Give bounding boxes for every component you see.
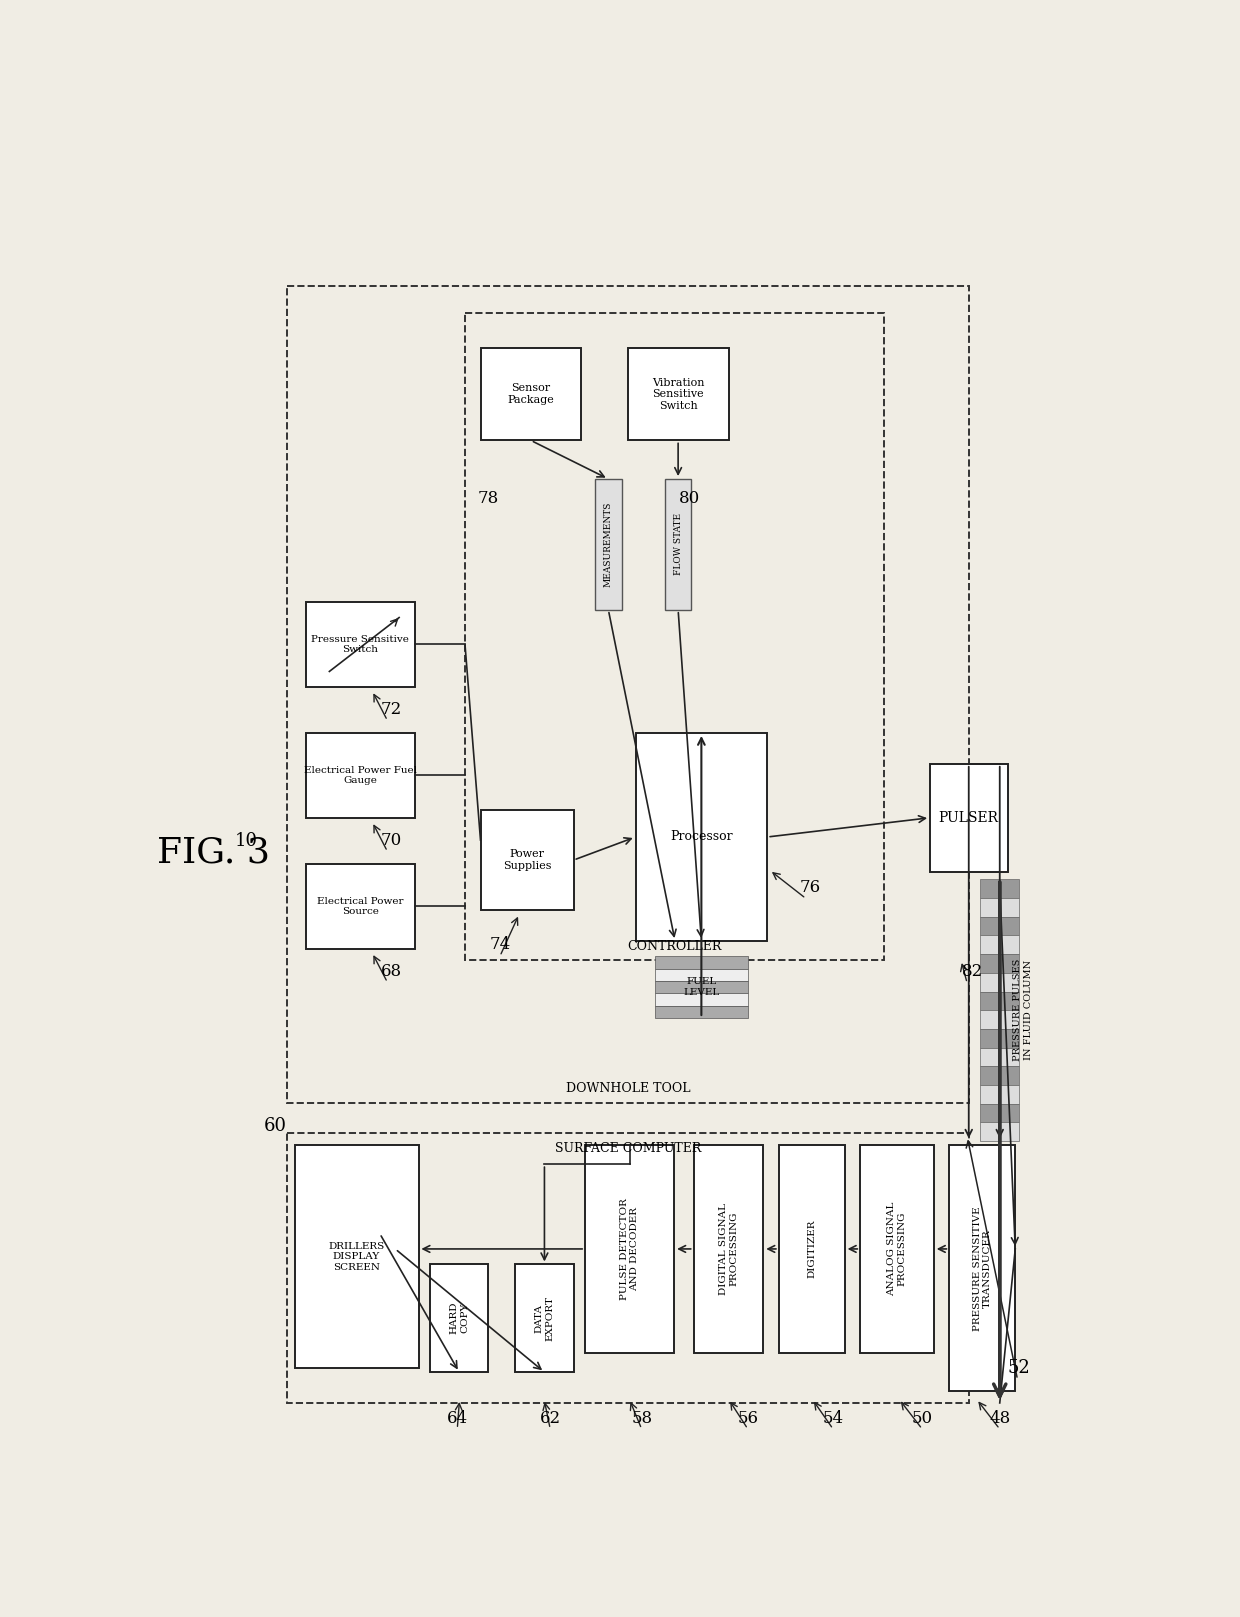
Text: FUEL
LEVEL: FUEL LEVEL	[683, 977, 719, 996]
Bar	[779, 1145, 844, 1353]
Text: HARD
COPY: HARD COPY	[449, 1302, 469, 1334]
Text: 64: 64	[446, 1410, 467, 1426]
Text: DATA
EXPORT: DATA EXPORT	[534, 1295, 554, 1340]
Bar	[430, 1264, 489, 1373]
Bar	[981, 973, 1019, 991]
Bar	[693, 1145, 764, 1353]
Bar	[655, 982, 748, 993]
Text: CONTROLLER: CONTROLLER	[627, 939, 722, 952]
Text: DIGITIZER: DIGITIZER	[807, 1219, 816, 1277]
Bar	[981, 936, 1019, 954]
Text: DIGITAL SIGNAL
PROCESSING: DIGITAL SIGNAL PROCESSING	[719, 1203, 738, 1295]
Text: DOWNHOLE TOOL: DOWNHOLE TOOL	[565, 1082, 689, 1095]
Text: ANALOG SIGNAL
PROCESSING: ANALOG SIGNAL PROCESSING	[888, 1201, 906, 1297]
Text: Vibration
Sensitive
Switch: Vibration Sensitive Switch	[652, 378, 704, 411]
Bar	[655, 993, 748, 1006]
Text: Power
Supplies: Power Supplies	[502, 849, 552, 872]
Text: 50: 50	[911, 1410, 932, 1426]
Text: 78: 78	[477, 490, 498, 506]
Bar	[665, 479, 692, 610]
Text: SURFACE COMPUTER: SURFACE COMPUTER	[554, 1142, 701, 1155]
Text: PULSER: PULSER	[939, 810, 998, 825]
Text: 74: 74	[490, 936, 511, 954]
Text: 72: 72	[381, 702, 402, 718]
Bar	[981, 880, 1019, 897]
Text: 62: 62	[539, 1410, 560, 1426]
Bar	[465, 314, 883, 960]
Text: 76: 76	[800, 878, 821, 896]
Bar	[981, 1122, 1019, 1142]
Bar	[981, 1104, 1019, 1122]
Text: 68: 68	[381, 964, 402, 980]
Text: DRILLERS
DISPLAY
SCREEN: DRILLERS DISPLAY SCREEN	[329, 1242, 384, 1271]
Bar	[306, 863, 414, 949]
Bar	[481, 810, 573, 910]
Text: 48: 48	[990, 1410, 1011, 1426]
Bar	[595, 479, 621, 610]
Bar	[981, 917, 1019, 936]
Text: 10: 10	[234, 831, 258, 851]
Bar	[286, 1134, 968, 1404]
Text: Pressure Sensitive
Switch: Pressure Sensitive Switch	[311, 635, 409, 655]
Bar	[981, 991, 1019, 1011]
Bar	[981, 954, 1019, 973]
Text: 54: 54	[822, 1410, 843, 1426]
Bar	[950, 1145, 1016, 1391]
Bar	[981, 1066, 1019, 1085]
Bar	[981, 1028, 1019, 1048]
Bar	[286, 286, 968, 1103]
Bar	[306, 602, 414, 687]
Bar	[655, 956, 748, 969]
Text: PRESSURE SENSITIVE
TRANSDUCER: PRESSURE SENSITIVE TRANSDUCER	[972, 1206, 992, 1331]
Bar	[981, 1048, 1019, 1066]
Text: 56: 56	[738, 1410, 759, 1426]
Text: FIG. 3: FIG. 3	[156, 836, 269, 870]
Text: MEASUREMENTS: MEASUREMENTS	[604, 501, 613, 587]
Bar	[981, 1011, 1019, 1028]
Text: 82: 82	[962, 964, 983, 980]
Text: PULSE DETECTOR
AND DECODER: PULSE DETECTOR AND DECODER	[620, 1198, 640, 1300]
Bar	[861, 1145, 934, 1353]
Bar	[930, 763, 1007, 872]
Text: Processor: Processor	[670, 831, 733, 844]
Bar	[295, 1145, 419, 1368]
Text: FLOW STATE: FLOW STATE	[673, 513, 683, 576]
Text: 52: 52	[1008, 1360, 1030, 1378]
Bar	[655, 1006, 748, 1019]
Text: 58: 58	[631, 1410, 652, 1426]
Text: PRESSURE PULSES
IN FLUID COLUMN: PRESSURE PULSES IN FLUID COLUMN	[1013, 959, 1033, 1061]
Text: Electrical Power
Source: Electrical Power Source	[317, 896, 404, 915]
Bar	[981, 897, 1019, 917]
Bar	[981, 1085, 1019, 1104]
Bar	[585, 1145, 675, 1353]
Bar	[635, 733, 768, 941]
Bar	[516, 1264, 573, 1373]
Bar	[481, 348, 582, 440]
Text: 60: 60	[264, 1117, 286, 1135]
Text: Electrical Power Fuel
Gauge: Electrical Power Fuel Gauge	[304, 766, 417, 786]
Bar	[655, 969, 748, 982]
Text: Sensor
Package: Sensor Package	[507, 383, 554, 404]
Text: 70: 70	[381, 833, 402, 849]
Bar	[627, 348, 729, 440]
Bar	[306, 733, 414, 818]
Text: 80: 80	[680, 490, 701, 506]
